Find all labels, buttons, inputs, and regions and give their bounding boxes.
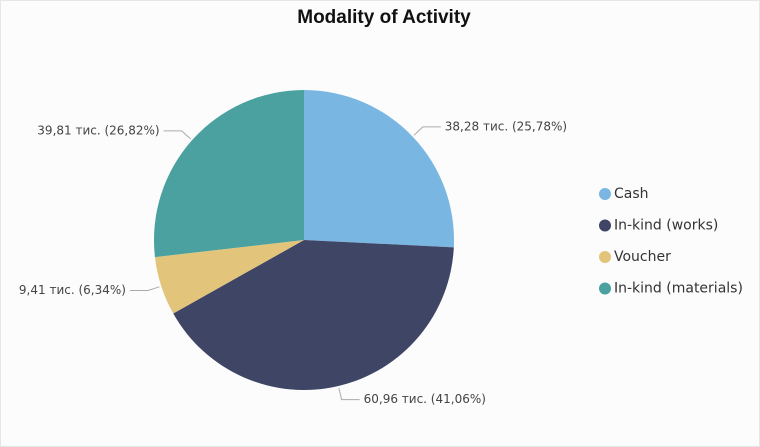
leader-line	[413, 126, 441, 136]
pie-slice	[304, 90, 455, 248]
leader-line	[338, 387, 360, 401]
leader-line	[129, 286, 160, 292]
pie-slice	[153, 90, 304, 258]
pie-slice	[173, 240, 454, 390]
legend-swatch	[599, 219, 611, 232]
legend-swatch	[599, 282, 611, 295]
legend-label: In-kind (works)	[614, 218, 718, 234]
legend-label: Voucher	[614, 249, 671, 265]
pie-slice	[154, 240, 304, 314]
data-label: 9,41 тис. (6,34%)	[19, 283, 126, 297]
data-label: 38,28 тис. (25,78%)	[445, 119, 567, 133]
leader-line	[163, 130, 191, 140]
legend-swatch	[599, 251, 611, 263]
data-label: 60,96 тис. (41,06%)	[364, 392, 486, 406]
chart-title: Modality of Activity	[297, 7, 471, 28]
data-label: 39,81 тис. (26,82%)	[37, 123, 159, 137]
legend-label: Cash	[614, 186, 649, 202]
legend-label: In-kind (materials)	[614, 281, 743, 297]
legend-swatch	[599, 188, 611, 200]
